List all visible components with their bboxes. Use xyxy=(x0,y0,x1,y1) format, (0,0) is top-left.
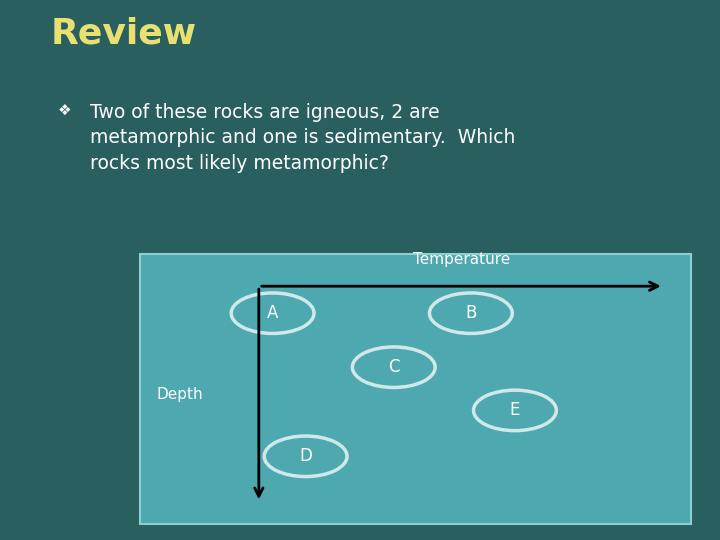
Text: Review: Review xyxy=(50,16,197,50)
Ellipse shape xyxy=(231,293,314,333)
Text: E: E xyxy=(510,401,520,420)
Text: Two of these rocks are igneous, 2 are
metamorphic and one is sedimentary.  Which: Two of these rocks are igneous, 2 are me… xyxy=(90,103,516,173)
Text: Depth: Depth xyxy=(157,387,203,402)
Text: D: D xyxy=(300,447,312,465)
Text: ❖: ❖ xyxy=(58,103,71,118)
Text: C: C xyxy=(388,358,400,376)
Ellipse shape xyxy=(429,293,513,333)
FancyBboxPatch shape xyxy=(140,254,691,524)
Text: A: A xyxy=(267,304,278,322)
Text: Temperature: Temperature xyxy=(413,252,510,267)
Ellipse shape xyxy=(352,347,435,388)
Ellipse shape xyxy=(264,436,347,476)
Text: B: B xyxy=(465,304,477,322)
Ellipse shape xyxy=(474,390,557,431)
